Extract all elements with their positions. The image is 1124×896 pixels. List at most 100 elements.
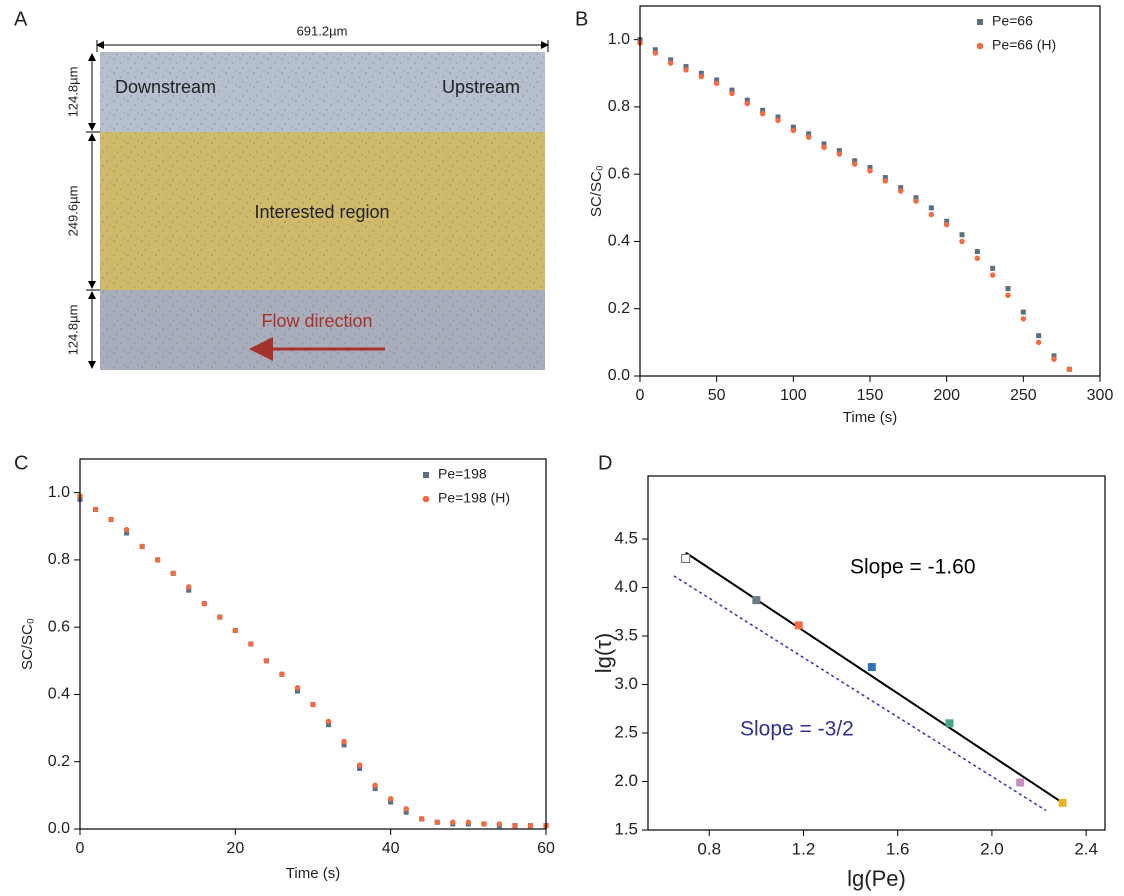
point: [806, 131, 812, 137]
y-tick-label: 3.0: [614, 674, 638, 693]
y-tick-label: 2.0: [614, 771, 638, 790]
point: [217, 614, 223, 620]
point: [928, 205, 934, 211]
point: [418, 816, 425, 822]
point: [974, 249, 980, 255]
x-tick-label: 0: [76, 840, 85, 857]
point: [698, 73, 705, 80]
y-tick-label: 0.4: [48, 686, 70, 703]
point: [1020, 309, 1026, 315]
x-tick-label: 0: [636, 387, 645, 404]
region-label: Flow direction: [261, 311, 372, 331]
x-tick-label: 50: [708, 387, 726, 404]
point: [108, 516, 114, 523]
point: [388, 799, 394, 805]
chart-panel: B 0 50 100 150 200 250 300 0.0 0.2 0.4 0.6 0.8 1.0 Tim…: [575, 5, 1114, 426]
x-tick-label: 250: [1010, 387, 1037, 404]
x-tick-label: 60: [537, 840, 555, 857]
y-tick-label: 0.6: [608, 165, 630, 182]
y-tick-label: 0.0: [48, 820, 70, 837]
point: [882, 178, 889, 184]
point: [882, 175, 888, 181]
height-label: 124.8µm: [65, 67, 80, 118]
y-axis-label: SC/SC₀: [19, 618, 36, 670]
x-tick-label: 2.0: [980, 839, 1004, 858]
reference-line: [673, 575, 1047, 812]
point: [683, 64, 689, 70]
point: [667, 60, 674, 66]
point: [744, 97, 750, 103]
point: [201, 600, 208, 607]
point: [356, 762, 363, 768]
point: [1051, 353, 1057, 359]
point: [867, 164, 873, 170]
fit-line: [685, 551, 1064, 804]
point: [434, 819, 441, 826]
point: [729, 90, 735, 97]
point: [357, 765, 363, 771]
x-tick-label: 150: [857, 387, 884, 404]
point: [668, 57, 674, 63]
height-label: 124.8µm: [65, 305, 80, 356]
annotation: Slope = -3/2: [740, 718, 854, 741]
point: [170, 570, 176, 577]
point: [465, 819, 472, 826]
point: [913, 198, 919, 204]
chart-panel: D 0.8 1.2 1.6 2.0 2.4 1.5 2.0 2.5 3.0 3.5 4.0 4.5 lg(…: [591, 452, 1106, 891]
legend-marker: [422, 495, 430, 503]
y-tick-label: 0.8: [48, 551, 70, 568]
point: [805, 134, 812, 140]
legend-label: Pe=198 (H): [438, 490, 510, 506]
point: [928, 211, 935, 218]
point: [294, 684, 301, 691]
plot-frame: [79, 458, 547, 830]
y-tick-label: 4.0: [614, 577, 638, 596]
chart-panel: C 0 20 40 60 0.0 0.2 0.4 0.6 0.8 1.0 Time (s) SC/SC₀…: [14, 452, 555, 882]
point: [794, 621, 803, 630]
x-tick-label: 300: [1087, 387, 1114, 404]
point: [527, 822, 534, 829]
point: [294, 688, 300, 694]
point: [897, 188, 904, 194]
point: [729, 87, 735, 93]
point: [852, 158, 858, 164]
x-tick-label: 100: [780, 387, 807, 404]
x-axis-label: Time (s): [843, 409, 897, 426]
region-label: Downstream: [115, 77, 216, 97]
y-axis-label: lg(τ): [591, 633, 616, 673]
point: [123, 526, 130, 533]
point: [775, 114, 781, 120]
point: [974, 255, 981, 262]
point: [232, 627, 239, 634]
point: [652, 47, 658, 53]
x-tick-label: 1.2: [792, 839, 816, 858]
point: [279, 671, 285, 678]
x-axis-label: Time (s): [286, 865, 340, 882]
point: [836, 151, 843, 157]
point: [1058, 798, 1067, 807]
point: [836, 148, 842, 154]
legend-marker: [976, 42, 984, 50]
point: [683, 67, 689, 73]
point: [681, 553, 691, 563]
x-tick-label: 20: [226, 840, 244, 857]
y-tick-label: 0.0: [608, 367, 630, 384]
y-tick-label: 1.0: [48, 484, 70, 501]
point: [959, 238, 965, 245]
legend-label: Pe=66 (H): [992, 37, 1056, 53]
point: [1051, 356, 1057, 362]
point: [1035, 339, 1042, 346]
point: [990, 265, 996, 271]
point: [945, 719, 954, 728]
point: [1005, 292, 1011, 299]
y-axis-label: SC/SC₀: [588, 165, 605, 217]
point: [341, 738, 347, 745]
point: [944, 218, 950, 224]
point: [263, 658, 270, 664]
point: [1016, 778, 1025, 787]
point: [310, 701, 316, 708]
y-tick-label: 4.5: [614, 529, 638, 548]
point: [821, 144, 827, 151]
point: [867, 168, 873, 174]
x-tick-label: 0.8: [697, 839, 721, 858]
